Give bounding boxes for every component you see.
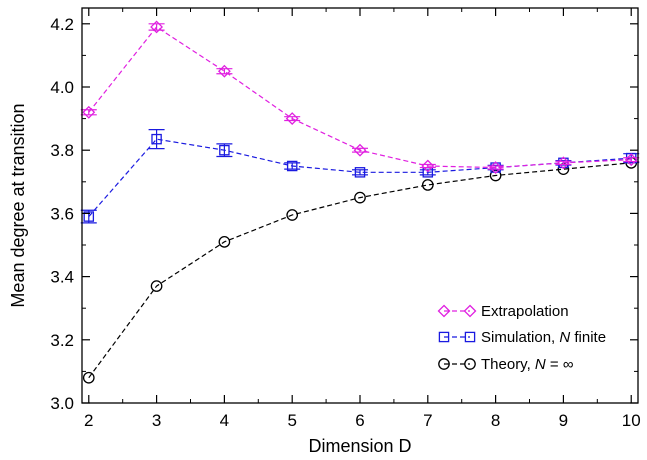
legend: Extrapolation Simulation, N finite Theory,… [437, 303, 606, 373]
legend-marker [438, 358, 450, 370]
legend-marker [437, 304, 451, 318]
series-line [88, 26, 632, 169]
data-point [354, 191, 366, 204]
data-point [82, 371, 95, 384]
data-point [285, 112, 299, 126]
y-tick-label: 4.2 [50, 15, 74, 34]
x-axis-label: Dimension D [308, 436, 411, 456]
legend-label: Extrapolation [481, 303, 569, 320]
x-tick-label: 8 [491, 411, 500, 430]
legend-label: Simulation, N finite [481, 329, 606, 346]
series-diamond [80, 20, 640, 174]
x-tick-label: 7 [423, 411, 432, 430]
data-point [150, 20, 164, 34]
series-square [80, 129, 640, 224]
data-point [353, 143, 367, 157]
legend-marker [464, 331, 476, 343]
y-tick-label: 3.8 [50, 141, 74, 160]
x-tick-label: 9 [559, 411, 568, 430]
data-point [421, 159, 435, 173]
data-point [217, 64, 231, 78]
data-point [218, 235, 231, 248]
data-point [82, 105, 96, 119]
data-point [83, 211, 95, 222]
data-point [286, 209, 299, 221]
x-tick-label: 6 [355, 411, 364, 430]
data-point [354, 167, 366, 178]
y-tick-label: 4.0 [50, 78, 74, 97]
data-point [219, 144, 230, 156]
x-tick-label: 4 [220, 411, 229, 430]
legend-marker [463, 304, 477, 318]
y-tick-label: 3.0 [50, 394, 74, 413]
y-tick-label: 3.6 [50, 204, 74, 223]
plot-marks [80, 20, 640, 384]
legend-marker [464, 358, 476, 370]
data-point [151, 133, 162, 145]
y-axis-label: Mean degree at transition [8, 103, 28, 307]
data-point [489, 161, 503, 174]
y-tick-label: 3.2 [50, 331, 74, 350]
series-circle [82, 156, 638, 384]
data-point [421, 179, 434, 191]
series-line [88, 162, 632, 379]
data-point [286, 160, 298, 172]
x-tick-label: 3 [152, 411, 161, 430]
axis-ticks: 2 3 4 5 6 7 8 9 10 3.0 3.2 3.4 3.6 3.8 4.0 4.2 [50, 8, 641, 430]
y-tick-label: 3.4 [50, 268, 74, 287]
data-point [150, 280, 163, 292]
x-tick-label: 5 [287, 411, 296, 430]
x-tick-label: 2 [84, 411, 93, 430]
data-point [556, 156, 570, 170]
legend-marker [438, 331, 450, 343]
data-point [624, 153, 638, 167]
x-tick-label: 10 [622, 411, 641, 430]
legend-label: Theory, N = ∞ [481, 356, 574, 373]
